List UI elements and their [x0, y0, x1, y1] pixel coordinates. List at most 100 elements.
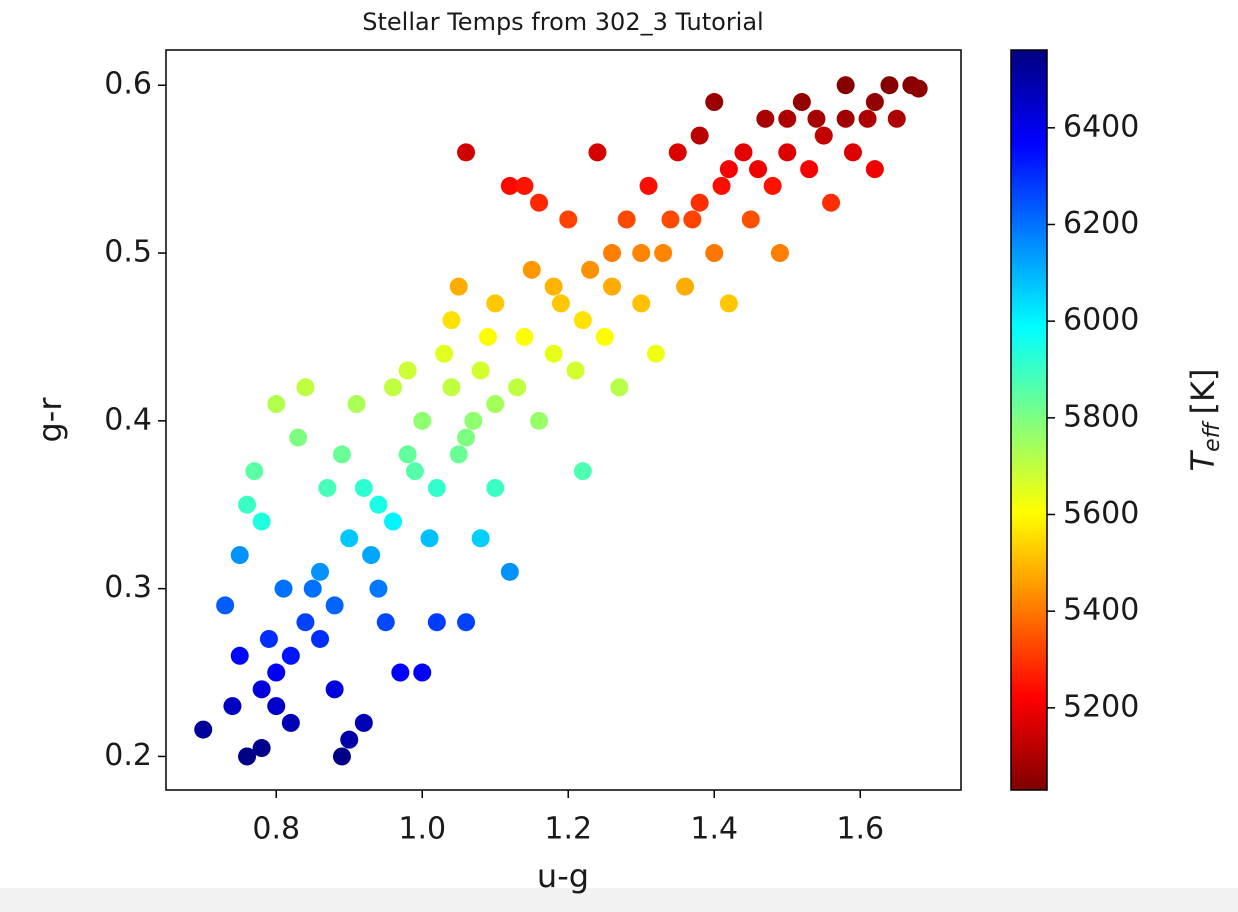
point — [391, 663, 410, 682]
point — [413, 411, 432, 430]
x-tick-label: 1.0 — [398, 812, 446, 847]
point — [281, 713, 300, 732]
point — [544, 277, 563, 296]
x-tick-label: 1.4 — [690, 812, 738, 847]
point — [471, 529, 490, 548]
point — [274, 579, 293, 598]
colorbar-tick-label: 5400 — [1063, 593, 1139, 628]
point — [909, 79, 928, 98]
point — [676, 277, 695, 296]
point — [770, 244, 789, 263]
x-tick-label: 1.2 — [544, 812, 592, 847]
point — [705, 93, 724, 112]
point — [807, 109, 826, 128]
point — [427, 478, 446, 497]
point — [741, 210, 760, 229]
point — [486, 478, 505, 497]
point — [471, 361, 490, 380]
point — [369, 579, 388, 598]
point — [603, 244, 622, 263]
point — [500, 562, 519, 581]
point — [887, 109, 906, 128]
y-tick-label: 0.5 — [104, 235, 152, 270]
point — [654, 244, 673, 263]
point — [230, 546, 249, 565]
point — [311, 629, 330, 648]
point — [457, 428, 476, 447]
point — [289, 428, 308, 447]
point — [398, 445, 417, 464]
point — [756, 109, 775, 128]
point — [880, 76, 899, 95]
x-tick-label: 1.6 — [836, 812, 884, 847]
plot-frame — [165, 49, 962, 791]
point — [457, 143, 476, 162]
point — [376, 613, 395, 632]
point — [508, 378, 527, 397]
point — [486, 294, 505, 313]
point — [303, 579, 322, 598]
point — [267, 697, 286, 716]
point — [362, 546, 381, 565]
point — [668, 143, 687, 162]
colorbar-tick-label: 5200 — [1063, 689, 1139, 724]
x-tick-label: 0.8 — [252, 812, 300, 847]
point — [522, 260, 541, 279]
point — [238, 495, 257, 514]
point — [478, 327, 497, 346]
colorbar-tick-label: 6200 — [1063, 206, 1139, 241]
point — [690, 193, 709, 212]
point — [384, 378, 403, 397]
points — [194, 76, 928, 766]
point — [632, 294, 651, 313]
point — [610, 378, 629, 397]
y-axis-label: g-r — [31, 397, 69, 443]
point — [442, 378, 461, 397]
point — [792, 93, 811, 112]
point — [822, 193, 841, 212]
footer-bar — [0, 888, 1238, 912]
point — [442, 311, 461, 330]
point — [865, 160, 884, 179]
point — [559, 210, 578, 229]
point — [778, 143, 797, 162]
point — [573, 311, 592, 330]
point — [588, 143, 607, 162]
colorbar-label: Teff [K] — [1184, 369, 1225, 472]
point — [749, 160, 768, 179]
point — [763, 176, 782, 195]
colorbar — [1010, 49, 1048, 791]
colorbar-tick-label: 5800 — [1063, 399, 1139, 434]
point — [581, 260, 600, 279]
point — [603, 277, 622, 296]
point — [500, 176, 519, 195]
point — [865, 93, 884, 112]
point — [318, 478, 337, 497]
point — [836, 76, 855, 95]
point — [551, 294, 570, 313]
point — [457, 613, 476, 632]
y-tick-label: 0.6 — [104, 67, 152, 102]
point — [719, 294, 738, 313]
point — [369, 495, 388, 514]
point — [420, 529, 439, 548]
point — [778, 109, 797, 128]
point — [690, 126, 709, 145]
point — [843, 143, 862, 162]
point — [223, 697, 242, 716]
point — [486, 395, 505, 414]
point — [617, 210, 636, 229]
point — [515, 176, 534, 195]
colorbar-label-unit: [K] — [1184, 369, 1222, 415]
point — [435, 344, 454, 363]
point — [252, 512, 271, 531]
point — [230, 646, 249, 665]
point — [354, 478, 373, 497]
point — [858, 109, 877, 128]
point — [405, 462, 424, 481]
point — [398, 361, 417, 380]
point — [566, 361, 585, 380]
colorbar-tick-label: 6000 — [1063, 303, 1139, 338]
point — [252, 739, 271, 758]
point — [449, 277, 468, 296]
